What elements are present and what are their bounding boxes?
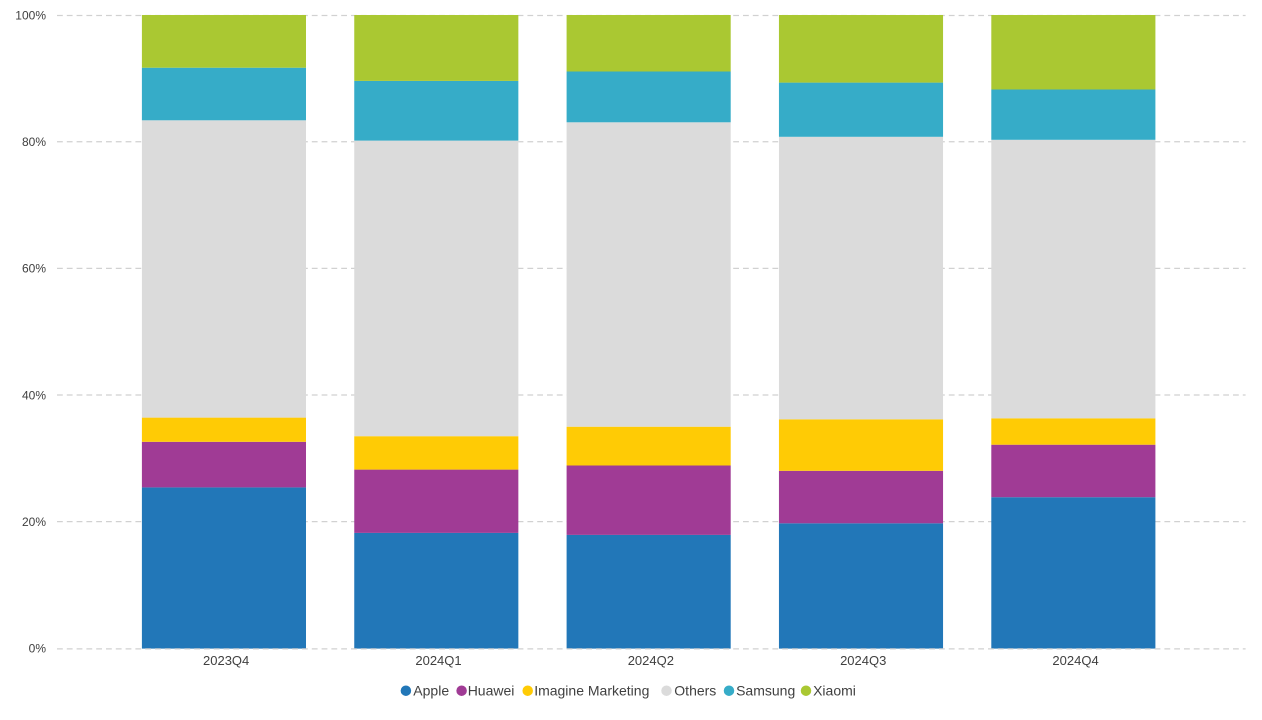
svg-text:2024Q1: 2024Q1 [415,653,461,668]
svg-text:40%: 40% [22,388,46,402]
svg-text:Imagine Marketing: Imagine Marketing [534,683,649,699]
svg-text:Others: Others [674,683,716,699]
svg-text:100%: 100% [15,9,46,23]
svg-text:Huawei: Huawei [468,683,515,699]
svg-text:Xiaomi: Xiaomi [813,683,856,699]
svg-text:Apple: Apple [413,683,449,699]
svg-text:60%: 60% [22,262,46,276]
svg-text:2024Q4: 2024Q4 [1052,653,1098,668]
svg-text:Samsung: Samsung [736,683,795,699]
svg-text:2024Q3: 2024Q3 [840,653,886,668]
svg-text:0%: 0% [29,642,47,656]
svg-text:80%: 80% [22,135,46,149]
svg-text:2024Q2: 2024Q2 [628,653,674,668]
svg-text:20%: 20% [22,515,46,529]
svg-text:2023Q4: 2023Q4 [203,653,249,668]
